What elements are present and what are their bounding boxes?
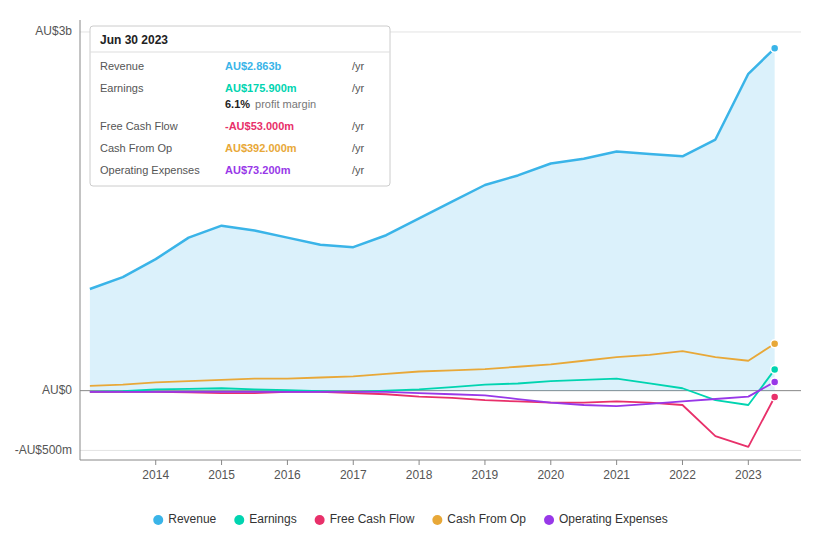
legend-item: Revenue: [153, 512, 216, 526]
x-tick-label: 2017: [340, 468, 367, 482]
chart: -AU$500mAU$0AU$3b20142015201620172018201…: [0, 0, 821, 560]
legend-label: Operating Expenses: [559, 512, 668, 526]
end-dot: [771, 393, 779, 401]
info-box: Jun 30 2023 Revenue AU$2.863b/yr Earnings AU…: [90, 26, 390, 186]
x-tick-label: 2019: [472, 468, 499, 482]
legend-item: Free Cash Flow: [315, 512, 415, 526]
info-unit: /yr: [352, 120, 365, 132]
legend-label: Cash From Op: [447, 512, 526, 526]
x-tick-label: 2015: [208, 468, 235, 482]
info-label: Cash From Op: [100, 142, 172, 154]
end-dot: [771, 44, 779, 52]
x-tick: [353, 460, 354, 465]
x-tick-label: 2021: [603, 468, 630, 482]
info-unit: /yr: [352, 82, 365, 94]
info-label: Earnings: [100, 82, 144, 94]
info-value: AU$2.863b: [225, 60, 282, 72]
line: [90, 370, 775, 405]
info-divider: [90, 52, 390, 53]
x-tick: [748, 460, 749, 465]
end-dot: [771, 378, 779, 386]
grid-line: [80, 450, 801, 451]
x-tick-label: 2018: [406, 468, 433, 482]
info-label: Revenue: [100, 60, 144, 72]
line: [90, 392, 775, 447]
end-dot: [771, 366, 779, 374]
end-dot: [771, 340, 779, 348]
legend-label: Revenue: [168, 512, 216, 526]
x-tick: [221, 460, 222, 465]
x-tick-label: 2022: [669, 468, 696, 482]
x-tick-label: 2016: [274, 468, 301, 482]
x-tick: [419, 460, 420, 465]
info-label: Free Cash Flow: [100, 120, 178, 132]
y-axis-line: [80, 20, 81, 460]
info-value: AU$73.200m: [225, 164, 291, 176]
legend-swatch: [432, 515, 442, 525]
info-unit: /yr: [352, 142, 365, 154]
legend-item: Operating Expenses: [544, 512, 668, 526]
legend-swatch: [234, 515, 244, 525]
x-axis: 2014 2015 2016 2017 2018 2019 2020 2021 2022 2023: [142, 460, 762, 482]
info-value: AU$175.900m: [225, 82, 297, 94]
line: [90, 382, 775, 406]
info-note-text: profit margin: [255, 98, 316, 110]
info-title: Jun 30 2023: [100, 33, 168, 47]
x-tick-label: 2014: [142, 468, 169, 482]
x-tick: [287, 460, 288, 465]
x-tick-label: 2020: [537, 468, 564, 482]
info-value: -AU$53.000m: [225, 120, 294, 132]
y-tick-label: -AU$500m: [15, 443, 72, 457]
y-tick-label: AU$0: [42, 383, 72, 397]
info-note-value: 6.1%: [225, 98, 250, 110]
legend-swatch: [315, 515, 325, 525]
x-axis-line: [80, 460, 801, 461]
x-tick: [155, 460, 156, 465]
x-tick: [616, 460, 617, 465]
legend-swatch: [153, 515, 163, 525]
legend-item: Earnings: [234, 512, 296, 526]
x-tick: [550, 460, 551, 465]
legend-label: Earnings: [249, 512, 296, 526]
info-value: AU$392.000m: [225, 142, 297, 154]
info-unit: /yr: [352, 60, 365, 72]
info-label: Operating Expenses: [100, 164, 200, 176]
info-unit: /yr: [352, 164, 365, 176]
legend-label: Free Cash Flow: [330, 512, 415, 526]
y-tick-label: AU$3b: [35, 24, 72, 38]
grid: -AU$500m AU$0 AU$3b: [15, 24, 801, 456]
x-tick-label: 2023: [735, 468, 762, 482]
legend-item: Cash From Op: [432, 512, 526, 526]
legend: Revenue Earnings Free Cash Flow Cash From O…: [153, 512, 668, 526]
x-tick: [484, 460, 485, 465]
info-box-frame: [90, 26, 390, 186]
legend-swatch: [544, 515, 554, 525]
x-tick: [682, 460, 683, 465]
line: [90, 344, 775, 386]
